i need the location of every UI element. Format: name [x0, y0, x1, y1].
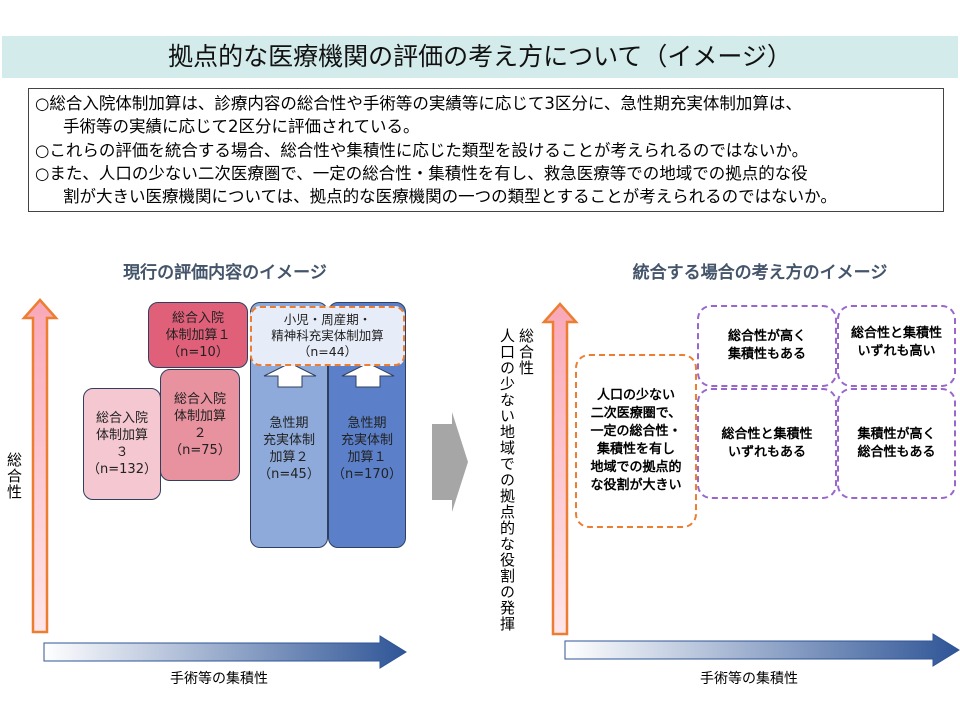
bullet-line: ○また、人口の少ない二次医療圏で、一定の総合性・集積性を有し、救急医療等での地域…	[35, 163, 808, 183]
quadrant-bottom-left: 総合性と集積性 いずれもある	[697, 388, 837, 499]
transition-arrow-icon	[432, 412, 468, 512]
vertical-axis-arrow-icon	[541, 302, 579, 636]
right-y-axis-label-2: 人口の少ない地域での拠点的な役割の発揮	[498, 328, 516, 632]
box-text: 集積性を有し	[596, 442, 675, 457]
box-text: （n=132）	[87, 462, 157, 477]
box-text: 体制加算	[95, 428, 148, 443]
box-text: 体制加算	[173, 409, 226, 424]
up-arrow-icon	[341, 362, 395, 388]
box-text: な役割が大きい	[590, 478, 682, 493]
up-arrow-icon	[263, 362, 317, 388]
horizontal-axis-arrow-icon	[564, 633, 960, 667]
box-text: 加算１	[347, 450, 387, 465]
bullet-line: 手術等の実績に応じて2区分に評価されている。	[63, 117, 420, 137]
summary-box: ○総合入院体制加算は、診療内容の総合性や手術等の実績等に応じて3区分に、急性期充…	[28, 88, 944, 212]
sogo-kasan-1-box: 総合入院 体制加算１ （n=10）	[148, 302, 248, 368]
sogo-kasan-2-box: 総合入院 体制加算 ２ （n=75）	[160, 369, 240, 481]
quadrant-top-left: 総合性が高く 集積性もある	[697, 305, 837, 387]
box-text: 総合入院	[171, 310, 224, 326]
vertical-axis-arrow-icon	[21, 298, 59, 634]
box-text: 体制加算１	[165, 327, 231, 343]
box-text: （n=10）	[167, 344, 229, 360]
page-title: 拠点的な医療機関の評価の考え方について（イメージ）	[2, 36, 958, 78]
bullet-line: ○総合入院体制加算は、診療内容の総合性や手術等の実績等に応じて3区分に、急性期充…	[35, 94, 802, 113]
box-text: 充実体制	[262, 433, 315, 448]
box-text: いずれも高い	[857, 344, 936, 359]
box-text: 小児・周産期・	[283, 312, 372, 327]
box-text: 人口の少ない	[596, 388, 675, 403]
bullet-line: 割が大きい医療機関については、拠点的な医療機関の一つの類型とすることが考えられる…	[63, 187, 837, 207]
box-text: 集積性が高く	[857, 426, 936, 442]
box-text: （n=44）	[297, 344, 358, 359]
bullet-line: ○これらの評価を統合する場合、総合性や集積性に応じた類型を設けることが考えられる…	[35, 140, 809, 160]
box-text: 加算２	[269, 450, 309, 465]
box-text: 総合入院	[173, 392, 226, 407]
quadrant-bottom-right: 集積性が高く 総合性もある	[837, 388, 956, 499]
box-text: （n=45）	[258, 467, 320, 482]
box-text: 総合性と集積性	[721, 426, 813, 442]
sogo-kasan-3-box: 総合入院 体制加算 ３ （n=132）	[83, 388, 161, 500]
box-text: （n=170）	[332, 467, 402, 482]
left-y-axis-label: 総合性	[5, 452, 23, 500]
box-text: 精神科充実体制加算	[271, 328, 384, 343]
box-text: 総合入院	[95, 411, 148, 426]
left-x-axis-label: 手術等の集積性	[170, 671, 268, 687]
box-text: ３	[115, 445, 129, 460]
box-text: 総合性と集積性	[850, 326, 942, 341]
box-text: いずれもある	[727, 444, 806, 460]
box-text: ２	[193, 426, 207, 441]
box-text: （n=75）	[169, 443, 231, 458]
quadrant-top-right: 総合性と集積性 いずれも高い	[837, 305, 956, 387]
box-text: 総合性が高く	[727, 329, 806, 344]
right-y-axis-label: 総合性	[517, 328, 535, 376]
box-text: 二次医療圏で、	[590, 406, 682, 421]
box-text: 急性期	[347, 416, 387, 431]
box-text: 地域での拠点的	[590, 460, 682, 475]
box-text: 充実体制	[340, 433, 393, 448]
box-text: 一定の総合性・	[590, 424, 682, 439]
regional-hub-box: 人口の少ない 二次医療圏で、 一定の総合性・ 集積性を有し 地域での拠点的 な役…	[575, 354, 697, 528]
right-heading: 統合する場合の考え方のイメージ	[632, 263, 888, 283]
box-text: 急性期	[269, 416, 309, 431]
box-text: 集積性もある	[727, 347, 806, 362]
shoni-shusanki-box: 小児・周産期・ 精神科充実体制加算 （n=44）	[250, 306, 405, 366]
box-text: 総合性もある	[857, 444, 936, 460]
left-heading: 現行の評価内容のイメージ	[123, 263, 327, 283]
right-x-axis-label: 手術等の集積性	[700, 671, 798, 687]
horizontal-axis-arrow-icon	[43, 635, 407, 669]
